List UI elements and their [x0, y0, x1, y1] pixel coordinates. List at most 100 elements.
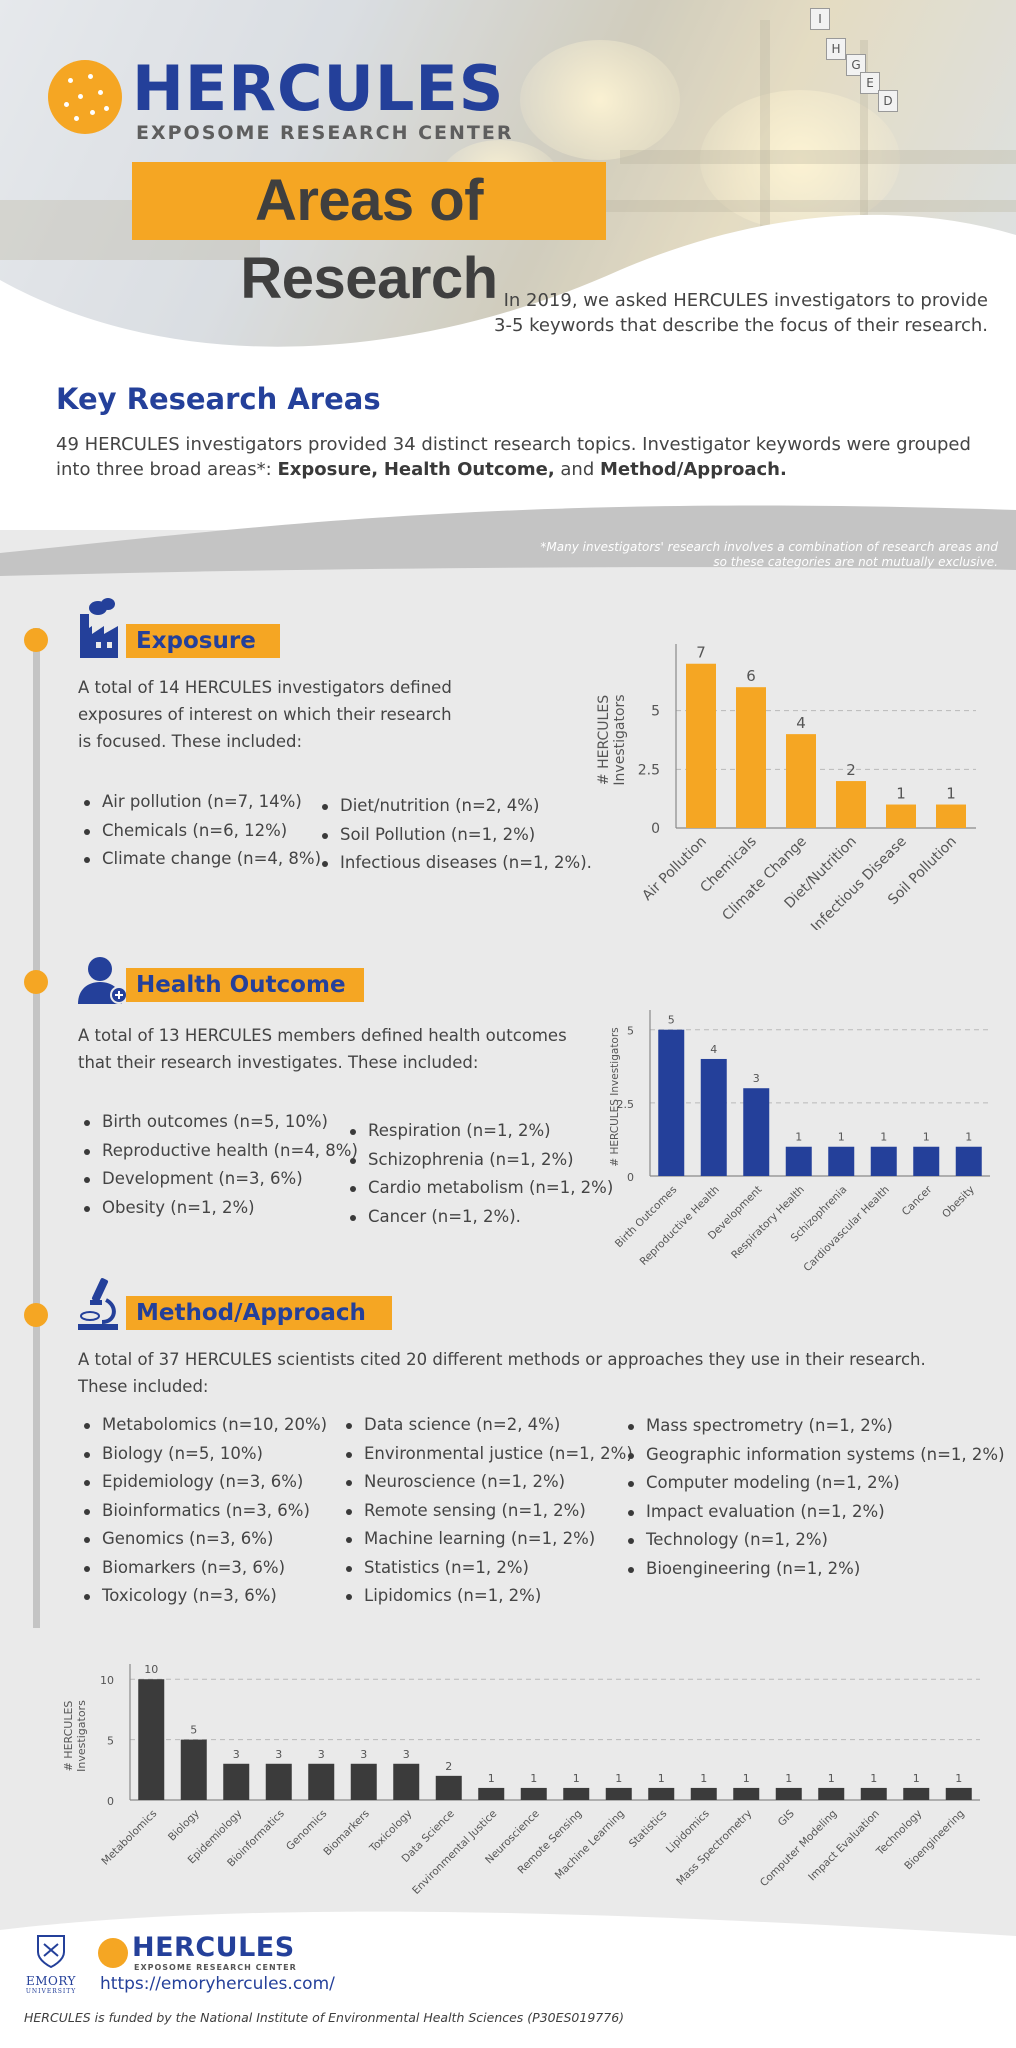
- y-axis-label-group: # HERCULES Investigators: [62, 1700, 88, 1772]
- category-label: Mass Spectrometry: [674, 1808, 754, 1888]
- bar-value-label: 1: [946, 785, 956, 803]
- bar-value-label: 1: [488, 1772, 495, 1785]
- category-label: Reproductive Health: [638, 1184, 722, 1268]
- list-item: Biology (n=5, 10%): [78, 1440, 327, 1469]
- list-item: Geographic information systems (n=1, 2%): [622, 1441, 1005, 1470]
- key-and: and: [560, 459, 595, 480]
- bar: [520, 1787, 547, 1800]
- bar-value-label: 1: [828, 1772, 835, 1785]
- bar: [686, 663, 716, 828]
- bar: [955, 1146, 982, 1176]
- list-item: Data science (n=2, 4%): [340, 1411, 633, 1440]
- y-axis-label: Investigators: [612, 694, 628, 785]
- bar: [478, 1787, 505, 1800]
- bar: [265, 1763, 292, 1800]
- bar-value-label: 1: [615, 1772, 622, 1785]
- footer-wave-shape: [0, 1911, 1016, 2048]
- bar-value-label: 1: [795, 1131, 802, 1144]
- bar: [886, 804, 916, 828]
- timeline-dot-method: [24, 1303, 48, 1327]
- bar-value-label: 5: [668, 1014, 675, 1027]
- bar: [700, 1058, 727, 1176]
- hero-wave-shape: [0, 214, 1016, 380]
- bar: [743, 1088, 770, 1176]
- footer-hercules-logo: HERCULES EXPOSOME RESEARCH CENTER: [98, 1932, 318, 1976]
- bar-value-label: 1: [785, 1772, 792, 1785]
- page-title-banner: Areas of Research: [132, 162, 606, 311]
- emory-university: UNIVERSITY: [25, 1988, 77, 1995]
- section-label-method: Method/Approach: [126, 1296, 392, 1330]
- bar: [736, 687, 766, 828]
- bar-value-label: 4: [796, 714, 806, 732]
- bar: [860, 1787, 887, 1800]
- area-method: Method/Approach.: [600, 459, 787, 480]
- footnote: *Many investigators' research involves a…: [540, 540, 998, 569]
- list-item: Reproductive health (n=4, 8%): [78, 1137, 358, 1166]
- website-link[interactable]: https://emoryhercules.com/: [100, 1974, 335, 1994]
- list-item: Development (n=3, 6%): [78, 1165, 358, 1194]
- bar: [828, 1146, 855, 1176]
- factory-icon: [80, 598, 118, 658]
- lab-sign-d: D: [878, 90, 898, 112]
- bar: [836, 781, 866, 828]
- lab-sign-i: I: [810, 8, 830, 30]
- bar-value-label: 1: [658, 1772, 665, 1785]
- key-research-title: Key Research Areas: [56, 382, 381, 416]
- timeline-dot-exposure: [24, 628, 48, 652]
- y-tick-label: 0: [627, 1171, 634, 1184]
- list-item: Diet/nutrition (n=2, 4%): [316, 792, 592, 821]
- y-axis-label-group: # HERCULES Investigators: [609, 1027, 621, 1166]
- timeline-dot-health: [24, 970, 48, 994]
- bar-value-label: 4: [710, 1043, 717, 1056]
- list-item: Environmental justice (n=1, 2%): [340, 1440, 633, 1469]
- y-tick-label: 2.5: [638, 762, 660, 778]
- area-health: Health Outcome,: [383, 459, 555, 480]
- logo-subtitle: EXPOSOME RESEARCH CENTER: [136, 122, 514, 144]
- category-label: Impact Evaluation: [806, 1808, 882, 1884]
- y-tick-label: 5: [107, 1735, 114, 1748]
- list-item: Bioinformatics (n=3, 6%): [78, 1497, 327, 1526]
- list-item: Metabolomics (n=10, 20%): [78, 1411, 327, 1440]
- bar-value-label: 7: [696, 644, 706, 662]
- bar-value-label: 1: [838, 1131, 845, 1144]
- exposure-description: A total of 14 HERCULES investigators def…: [78, 678, 452, 751]
- bar: [350, 1763, 377, 1800]
- bar: [913, 1146, 940, 1176]
- category-label: Computer Modeling: [758, 1808, 840, 1890]
- y-tick-label: 5: [651, 704, 660, 720]
- bar: [563, 1787, 590, 1800]
- section-label-exposure: Exposure: [126, 624, 280, 658]
- list-item: Epidemiology (n=3, 6%): [78, 1468, 327, 1497]
- list-item: Cardio metabolism (n=1, 2%): [344, 1174, 613, 1203]
- list-item: Genomics (n=3, 6%): [78, 1525, 327, 1554]
- bar: [393, 1763, 420, 1800]
- bar: [648, 1787, 675, 1800]
- bar-value-label: 2: [846, 761, 856, 779]
- list-item: Chemicals (n=6, 12%): [78, 817, 321, 846]
- list-item: Technology (n=1, 2%): [622, 1526, 1005, 1555]
- bar: [733, 1787, 760, 1800]
- lab-sign-h: H: [826, 38, 846, 60]
- logo-title: HERCULES: [132, 52, 505, 125]
- bar: [658, 1029, 685, 1176]
- bar-value-label: 3: [403, 1748, 410, 1761]
- list-item: Climate change (n=4, 8%): [78, 845, 321, 874]
- bar: [308, 1763, 335, 1800]
- footer-logo-subtitle: EXPOSOME RESEARCH CENTER: [134, 1963, 297, 1972]
- bar-value-label: 1: [573, 1772, 580, 1785]
- bar-value-label: 1: [530, 1772, 537, 1785]
- bar-value-label: 10: [144, 1663, 158, 1676]
- page-title: Areas of Research: [240, 168, 498, 311]
- bar-value-label: 1: [923, 1131, 930, 1144]
- bar-value-label: 1: [880, 1131, 887, 1144]
- category-label: Cardiovascular Health: [801, 1184, 891, 1274]
- list-item: Lipidomics (n=1, 2%): [340, 1582, 633, 1611]
- bar: [903, 1787, 930, 1800]
- timeline-line: [33, 628, 40, 1628]
- category-label: Environmental Justice: [410, 1808, 499, 1897]
- bar: [785, 1146, 812, 1176]
- bar-value-label: 6: [746, 667, 756, 685]
- lab-sign-e: E: [860, 72, 880, 94]
- bar-value-label: 1: [896, 785, 906, 803]
